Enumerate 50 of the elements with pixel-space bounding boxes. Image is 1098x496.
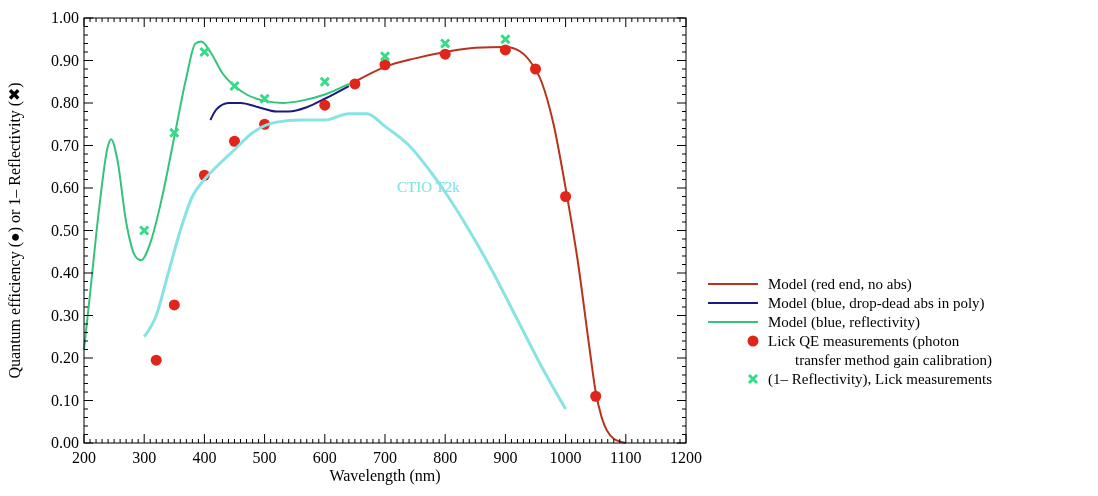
legend-label: Model (blue, drop-dead abs in poly) (768, 295, 985, 312)
y-tick-label: 0.40 (51, 264, 79, 281)
point (439, 38, 451, 49)
point (168, 299, 180, 311)
x-tick-label: 800 (433, 449, 458, 466)
x-tick-label: 1000 (549, 449, 582, 466)
x-tick-label: 300 (132, 449, 157, 466)
point (499, 33, 511, 45)
point (319, 99, 331, 111)
x-tick-label: 500 (252, 449, 277, 466)
y-tick-label: 1.00 (51, 9, 79, 26)
point (319, 76, 331, 88)
y-tick-label: 0.50 (51, 221, 79, 239)
point (150, 354, 162, 366)
y-tick-label: 0.00 (51, 434, 79, 451)
x-tick-label: 900 (493, 449, 518, 466)
x-axis-title: Wavelength (nm) (329, 467, 441, 485)
line-series (142, 112, 568, 411)
y-tick-label: 0.90 (51, 51, 79, 69)
point (560, 191, 572, 202)
y-tick-label: 0.30 (51, 306, 79, 324)
point (168, 127, 180, 139)
point (198, 46, 210, 58)
x-tick-label: 1100 (610, 449, 642, 466)
point (530, 63, 541, 75)
point (439, 48, 451, 60)
legend-label: (1– Reflectivity), Lick measurements (768, 371, 993, 388)
x-tick-label: 400 (192, 449, 217, 466)
x-tick-label: 200 (72, 449, 96, 466)
x-tick-label: 600 (312, 449, 337, 466)
point (259, 93, 271, 105)
y-tick-label: 0.60 (51, 179, 79, 196)
x-tick-label: 1200 (670, 449, 702, 466)
point (379, 50, 391, 62)
point (138, 225, 150, 236)
point (349, 78, 361, 90)
y-tick-label: 0.80 (51, 94, 79, 111)
y-tick-label: 0.20 (51, 349, 79, 366)
legend-label: Model (red end, no abs) (768, 276, 912, 293)
x-tick-label: 700 (373, 449, 397, 466)
y-axis-title: Quantum efficiency (●) or 1– Reflectivity (✖) (6, 82, 24, 379)
point (499, 44, 511, 56)
point (379, 59, 391, 71)
point (229, 80, 240, 92)
legend-label: Lick QE measurements (photon transfer method gain calibration) (768, 333, 993, 369)
point (590, 390, 602, 402)
y-tick-label: 0.70 (51, 136, 79, 154)
legend-label: Model (blue, reflectivity) (768, 314, 921, 331)
point (229, 135, 240, 147)
y-tick-label: 0.10 (51, 391, 79, 409)
